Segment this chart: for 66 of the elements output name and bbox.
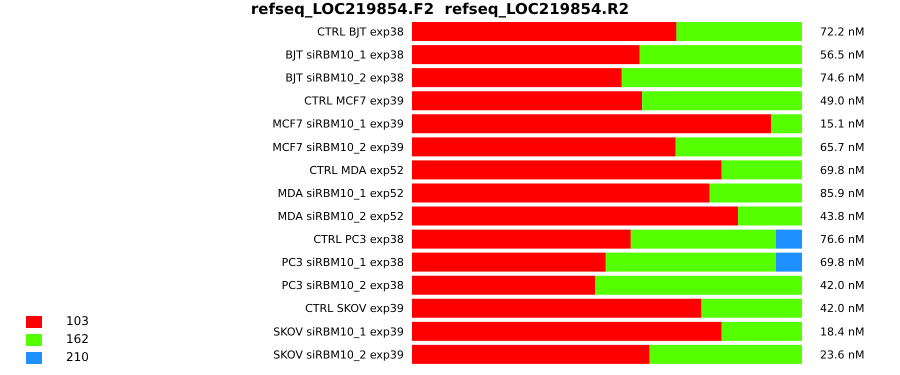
y-tick-label: MCF7 siRBM10_2 exp39	[272, 140, 404, 154]
text: 42.0 nM	[820, 302, 864, 316]
bar	[412, 230, 631, 249]
y-tick-label: PC3 siRBM10_1 exp38	[282, 256, 404, 270]
bar	[738, 206, 802, 226]
bar	[412, 206, 738, 226]
y-tick-label: CTRL PC3 exp38	[313, 233, 404, 246]
y-tick-label: CTRL MCF7 exp39	[304, 94, 404, 108]
text: 74.6 nM	[820, 72, 864, 85]
bar	[649, 344, 802, 364]
bar	[606, 252, 776, 272]
bar	[412, 91, 642, 110]
y-tick-label: MDA siRBM10_1 exp52	[278, 186, 404, 200]
legend-label: 103	[66, 314, 89, 328]
text: 42.0 nM	[820, 279, 864, 292]
bar	[412, 160, 722, 180]
bar	[412, 137, 676, 156]
bar	[595, 276, 802, 295]
legend-label: 162	[66, 332, 89, 346]
legend-label: 210	[66, 350, 89, 364]
bar	[412, 252, 606, 272]
text: 72.2 nM	[820, 25, 864, 38]
text: 15.1 nM	[820, 118, 864, 131]
bar	[771, 114, 802, 134]
bar	[412, 68, 622, 88]
bar	[412, 298, 702, 318]
bar	[776, 252, 802, 272]
bar	[412, 114, 772, 134]
y-tick-label: PC3 siRBM10_2 exp38	[282, 279, 404, 292]
bar	[412, 322, 722, 341]
text: 65.7 nM	[820, 140, 864, 154]
bar	[412, 344, 650, 364]
y-tick-label: MDA siRBM10_2 exp52	[278, 210, 404, 223]
text: 76.6 nM	[820, 233, 864, 246]
bar	[676, 22, 802, 41]
bar	[676, 137, 802, 156]
bar	[722, 322, 802, 341]
bar	[710, 183, 802, 202]
bar	[640, 45, 802, 64]
y-tick-label: CTRL SKOV exp39	[305, 302, 404, 316]
bar	[701, 298, 802, 318]
text: 69.8 nM	[820, 164, 864, 177]
bar	[412, 45, 640, 64]
text: 18.4 nM	[820, 325, 864, 338]
bar	[412, 22, 676, 41]
text: 49.0 nM	[820, 94, 864, 108]
y-tick-label: BJT siRBM10_2 exp38	[285, 72, 404, 85]
chart-title: refseq_LOC219854.F2 refseq_LOC219854.R2	[250, 0, 630, 18]
y-tick-label: BJT siRBM10_1 exp38	[285, 48, 404, 62]
bar	[412, 183, 710, 202]
y-tick-label: SKOV siRBM10_1 exp39	[273, 325, 404, 338]
bar	[722, 160, 802, 180]
y-tick-label: MCF7 siRBM10_1 exp39	[272, 118, 404, 131]
bar	[776, 230, 802, 249]
text: 69.8 nM	[820, 256, 864, 270]
bar	[412, 276, 596, 295]
bar	[630, 230, 776, 249]
y-tick-label: CTRL MDA exp52	[309, 164, 404, 177]
text: 43.8 nM	[820, 210, 864, 223]
bar	[642, 91, 802, 110]
text: 23.6 nM	[820, 348, 864, 362]
text: 56.5 nM	[820, 48, 864, 62]
y-tick-label: SKOV siRBM10_2 exp39	[273, 348, 404, 362]
text: 85.9 nM	[820, 186, 864, 200]
bar	[622, 68, 802, 88]
y-tick-label: CTRL BJT exp38	[317, 25, 404, 38]
